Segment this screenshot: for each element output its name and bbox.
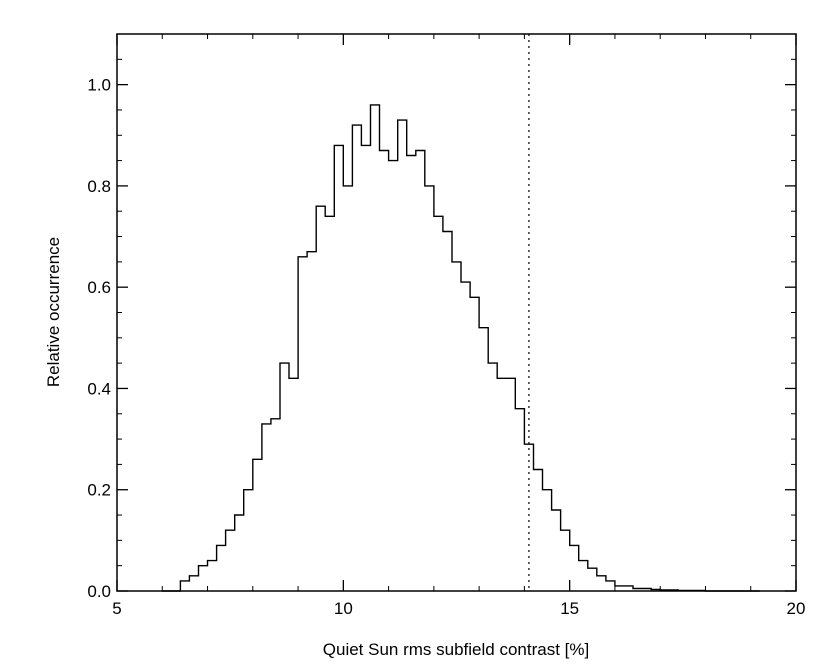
y-tick-label: 0.2 (87, 481, 111, 500)
y-tick-label: 0.0 (87, 582, 111, 601)
y-axis-title: Relative occurrence (44, 237, 63, 387)
x-axis-title: Quiet Sun rms subfield contrast [%] (323, 640, 589, 659)
axis-tick-labels: 5 10 15 20 0.0 0.2 0.4 0.6 0.8 1.0 (87, 76, 805, 618)
y-tick-label: 0.6 (87, 278, 111, 297)
histogram-series-line (162, 104, 760, 592)
y-tick-label: 0.4 (87, 379, 111, 398)
y-tick-label: 0.8 (87, 177, 111, 196)
series-group (162, 104, 760, 592)
x-tick-label: 15 (560, 599, 579, 618)
y-tick-label: 1.0 (87, 76, 111, 95)
x-tick-label: 5 (112, 599, 121, 618)
axis-ticks (116, 34, 797, 592)
x-tick-label: 10 (334, 599, 353, 618)
x-tick-label: 20 (787, 599, 806, 618)
plot-frame (116, 33, 797, 592)
